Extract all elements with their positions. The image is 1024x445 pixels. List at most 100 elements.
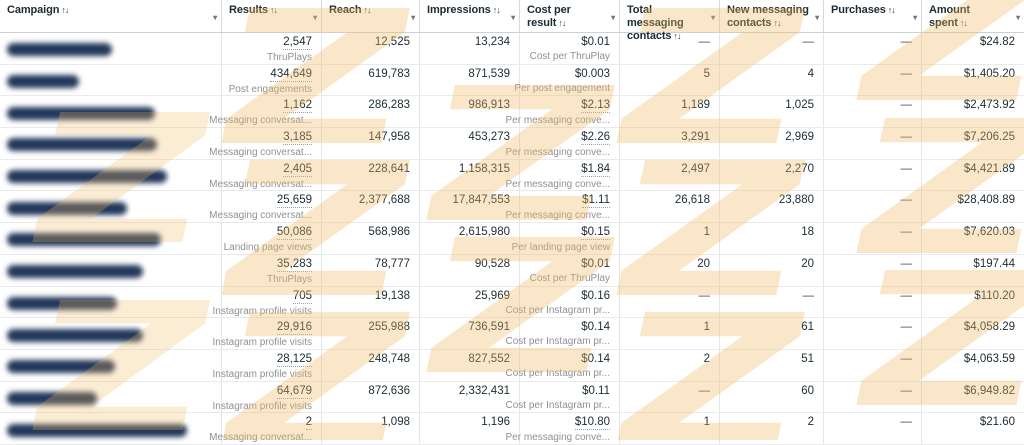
purchases-cell: — <box>824 254 922 286</box>
column-header-amount-spent[interactable]: Amount spent ↑↓ ▾ <box>922 0 1024 32</box>
column-header-purchases[interactable]: Purchases ↑↓ ▾ <box>824 0 922 32</box>
column-header-reach[interactable]: Reach ↑↓ ▾ <box>322 0 420 32</box>
campaign-cell[interactable] <box>0 349 222 381</box>
results-value[interactable]: 50,086 <box>276 226 312 241</box>
chevron-down-icon[interactable]: ▾ <box>711 13 715 22</box>
new-messaging-contacts-value: 2,270 <box>785 162 814 175</box>
campaign-cell[interactable] <box>0 223 222 254</box>
results-value[interactable]: 434,649 <box>270 67 312 82</box>
reach-value: 19,138 <box>374 289 410 302</box>
cost-per-result-value[interactable]: $10.80 <box>574 416 610 431</box>
results-value[interactable]: 1,162 <box>283 99 312 114</box>
results-value[interactable]: 2 <box>305 416 312 431</box>
results-value[interactable]: 25,659 <box>276 194 312 209</box>
table-row: 434,649 Post engagements 619,783 871,539 $0.… <box>0 64 1024 97</box>
sort-arrows-icon[interactable]: ↑↓ <box>959 18 968 28</box>
cost-per-result-cell: $0.14 Cost per Instagram pr... <box>506 349 620 381</box>
cost-per-result-value: $0.01 <box>581 36 610 48</box>
column-header-impressions[interactable]: Impressions ↑↓ ▾ <box>420 0 520 32</box>
purchases-value: — <box>900 352 913 365</box>
sort-arrows-icon[interactable]: ↑↓ <box>61 5 69 15</box>
chevron-down-icon[interactable]: ▾ <box>213 13 217 22</box>
total-messaging-contacts-value: 1 <box>703 321 710 334</box>
table-row: 50,086 Landing page views 568,986 2,615,980… <box>0 223 1024 255</box>
sort-arrows-icon[interactable]: ↑↓ <box>363 5 372 15</box>
sort-arrows-icon[interactable]: ↑↓ <box>558 18 566 28</box>
chevron-down-icon[interactable]: ▾ <box>1016 13 1020 22</box>
column-header-total-messaging-contacts[interactable]: Total messaging contacts ↑↓ ▾ <box>620 0 720 42</box>
campaign-cell[interactable] <box>0 254 222 286</box>
impressions-value: 871,539 <box>468 67 510 80</box>
results-value[interactable]: 28,125 <box>276 352 312 367</box>
results-value[interactable]: 3,185 <box>283 131 312 146</box>
cost-per-result-value[interactable]: $0.15 <box>581 226 610 241</box>
redacted-campaign-name <box>7 328 143 342</box>
purchases-value: — <box>900 384 913 397</box>
chevron-down-icon[interactable]: ▾ <box>611 13 615 22</box>
column-header-results[interactable]: Results ↑↓ ▾ <box>222 0 322 32</box>
column-header-cost-per-result[interactable]: Cost per result ↑↓ ▾ <box>520 0 620 32</box>
chevron-down-icon[interactable]: ▾ <box>313 13 317 22</box>
column-header-campaign[interactable]: Campaign ↑↓ ▾ <box>0 0 222 32</box>
results-value[interactable]: 35,283 <box>276 257 312 272</box>
cost-per-result-cell: $2.26 Per messaging conve... <box>506 128 620 159</box>
results-value[interactable]: 2,405 <box>283 162 312 177</box>
new-messaging-contacts-cell: 2,270 <box>720 159 824 191</box>
purchases-value: — <box>900 416 913 429</box>
amount-spent-cell: $4,063.59 <box>922 350 1024 381</box>
sort-arrows-icon[interactable]: ↑↓ <box>887 5 896 15</box>
campaign-cell[interactable] <box>0 159 222 191</box>
cost-per-result-value[interactable]: $1.84 <box>581 162 610 177</box>
sort-arrows-icon[interactable]: ↑↓ <box>492 5 501 15</box>
redacted-campaign-name <box>7 423 187 437</box>
purchases-value: — <box>900 226 913 239</box>
column-header-new-messaging-contacts[interactable]: New messaging contacts ↑↓ ▾ <box>720 0 824 32</box>
results-value[interactable]: 705 <box>292 289 312 304</box>
sort-arrows-icon[interactable]: ↑↓ <box>270 5 278 15</box>
cost-type-label: Per post engagement <box>514 82 610 94</box>
table-row: 3,185 Messaging conversat... 147,958 453,27… <box>0 128 1024 160</box>
campaign-cell[interactable] <box>0 33 222 64</box>
campaign-cell[interactable] <box>0 96 222 128</box>
cost-type-label: Per messaging conve... <box>505 115 611 127</box>
total-messaging-contacts-value: 1 <box>703 226 710 239</box>
chevron-down-icon[interactable]: ▾ <box>511 13 515 22</box>
results-cell: 2,547 ThruPlays <box>222 33 322 64</box>
campaign-cell[interactable] <box>0 381 222 413</box>
amount-spent-cell: $7,206.25 <box>922 128 1024 159</box>
total-messaging-contacts-cell: 26,618 <box>620 191 720 223</box>
chevron-down-icon[interactable]: ▾ <box>913 13 917 22</box>
table-row: 25,659 Messaging conversat... 2,377,688 17,… <box>0 191 1024 224</box>
campaign-cell[interactable] <box>0 286 222 318</box>
amount-spent-value: $7,620.03 <box>963 226 1015 239</box>
campaign-cell[interactable] <box>0 191 222 223</box>
cost-per-result-value: $0.16 <box>581 289 610 302</box>
purchases-value: — <box>900 131 913 144</box>
impressions-value: 986,913 <box>468 99 510 112</box>
amount-spent-value: $6,949.82 <box>963 384 1015 397</box>
total-messaging-contacts-cell: — <box>620 33 720 64</box>
campaign-cell[interactable] <box>0 318 222 349</box>
redacted-campaign-name <box>7 138 157 152</box>
cost-per-result-value[interactable]: $2.26 <box>581 131 610 146</box>
campaign-cell[interactable] <box>0 64 222 96</box>
results-type-label: Messaging conversat... <box>209 210 312 222</box>
purchases-cell: — <box>824 381 922 413</box>
campaign-cell[interactable] <box>0 128 222 159</box>
results-type-label: Instagram profile visits <box>212 368 312 380</box>
impressions-value: 17,847,553 <box>452 194 510 207</box>
chevron-down-icon[interactable]: ▾ <box>411 13 415 22</box>
results-value[interactable]: 64,679 <box>276 384 312 399</box>
cost-per-result-value[interactable]: $1.11 <box>582 194 610 209</box>
reach-cell: 255,988 <box>322 318 420 349</box>
reach-value: 568,986 <box>368 226 410 239</box>
campaign-cell[interactable] <box>0 413 222 444</box>
cost-per-result-value[interactable]: $2.13 <box>581 99 610 114</box>
results-value[interactable]: 29,916 <box>276 321 312 336</box>
chevron-down-icon[interactable]: ▾ <box>815 13 819 22</box>
sort-arrows-icon[interactable]: ↑↓ <box>773 18 781 28</box>
cost-per-result-value: $0.01 <box>581 257 610 270</box>
results-value[interactable]: 2,547 <box>283 36 312 50</box>
amount-spent-cell: $7,620.03 <box>922 223 1024 254</box>
redacted-campaign-name <box>7 233 161 247</box>
